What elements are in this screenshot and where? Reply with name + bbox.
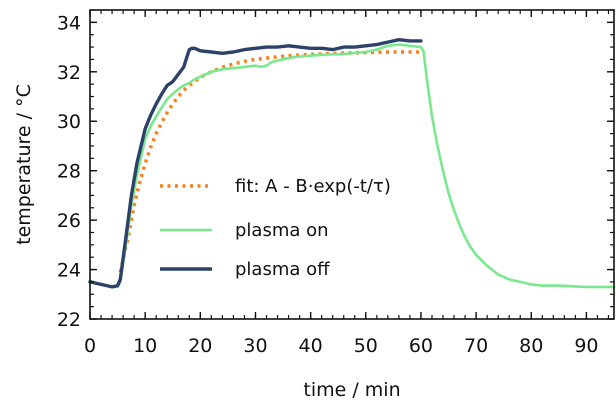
legend-label-fit-a-b-exp-t: fit: A - B·exp(-t/τ) [235,176,391,197]
y-tick-label: 26 [57,210,81,232]
y-tick-label: 28 [57,161,81,183]
series-line-plasma-off [88,38,423,289]
legend: fit: A - B·exp(-t/τ) plasma on plasma off [160,176,391,280]
y-axis-title: temperature / °C [13,84,35,245]
y-tick-label: 32 [57,62,81,84]
y-tick-label: 30 [57,111,81,133]
y-tick-label: 34 [57,12,81,34]
x-tick-label: 0 [84,335,96,357]
series-layer [88,38,616,289]
x-tick-label: 30 [243,335,267,357]
x-tick-label: 10 [133,335,157,357]
x-tick-label: 70 [464,335,488,357]
y-tick-label: 22 [57,309,81,331]
x-tick-label: 50 [354,335,378,357]
x-axis-title: time / min [303,379,400,401]
series-line-plasma-on [88,43,616,289]
legend-label-plasma-on: plasma on [235,220,329,241]
legend-label-plasma-off: plasma off [235,259,330,280]
x-tick-label: 20 [188,335,212,357]
y-tick-label: 24 [57,260,81,282]
plot-frame [89,9,615,320]
x-tick-label: 80 [519,335,543,357]
x-tick-label: 40 [299,335,323,357]
ticks-layer: 0 10 20 30 40 50 60 70 80 90 22 24 26 28 30 32 34 [57,9,614,357]
x-tick-label: 90 [574,335,598,357]
x-tick-label: 60 [409,335,433,357]
